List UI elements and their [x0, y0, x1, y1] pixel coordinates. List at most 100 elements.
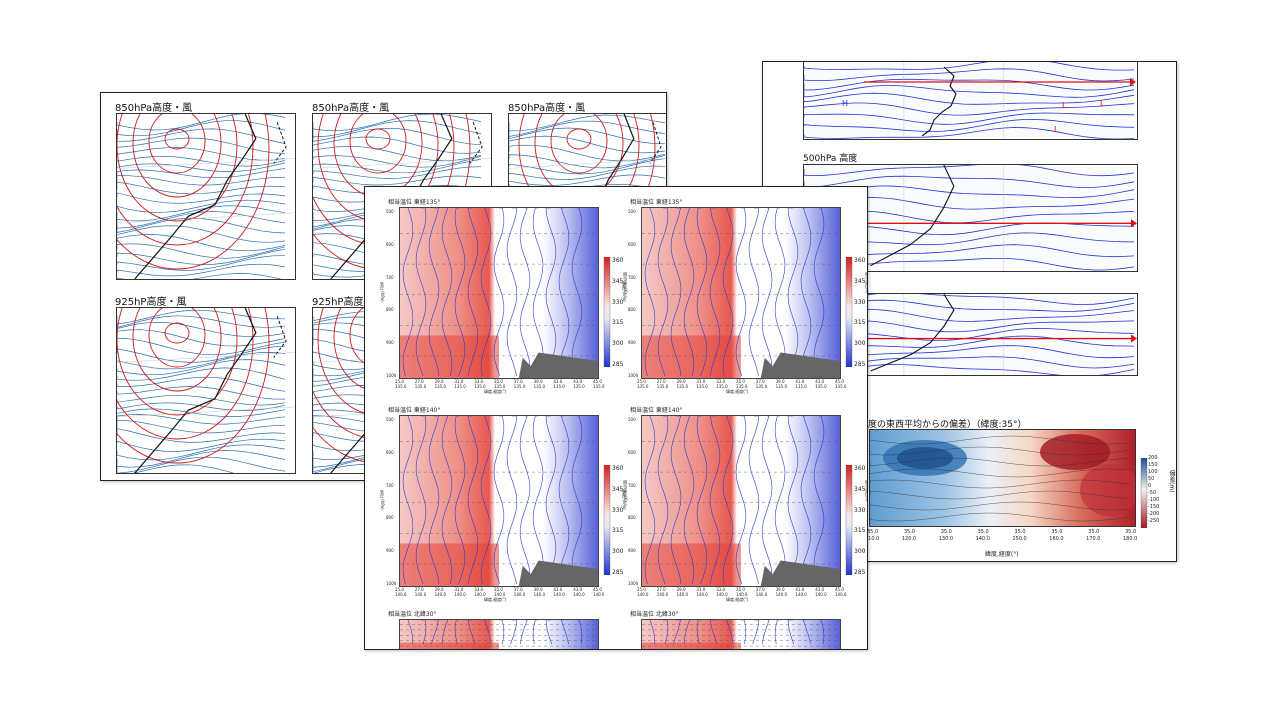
sheet-cross-sections: 相当温位 東経135° 500 600 700 800 900 1000 気圧 (hPa) 25…: [364, 186, 868, 650]
xsec-y-tick: 900: [386, 548, 394, 554]
anomaly-x-tick-lon: 110.0: [865, 536, 880, 542]
xsec-y-tick: 1000: [628, 373, 639, 378]
xsec-title: 相当温位 北緯30°: [630, 611, 679, 618]
xsec-colorbar-tick: 345: [612, 277, 624, 285]
xsec-plot: [399, 207, 599, 379]
xsec-title: 相当温位 東経135°: [630, 199, 683, 206]
xsec-x-tick-lon: 135.0: [474, 384, 486, 389]
xsec-y-tick: 1000: [386, 373, 397, 378]
anomaly-colorbar-tick: -50: [1148, 490, 1157, 496]
xsec-plot: [399, 415, 599, 587]
xsec-colorbar-tick: 285: [612, 361, 624, 368]
xsec-x-tick-lat: 43.0: [573, 587, 583, 592]
xsec-xlabel: 緯度,経度(°): [726, 597, 749, 602]
xsec-y-tick: 600: [386, 449, 394, 455]
xsec-x-tick-lat: 33.0: [716, 379, 726, 384]
anomaly-colorbar: [1140, 458, 1148, 528]
xsec-x-tick-lon: 135.0: [434, 384, 447, 389]
anomaly-x-tick-lat: 35.0: [977, 529, 989, 535]
xsec-x-tick-lon: 140.0: [716, 592, 728, 597]
xsec-x-tick-lon: 135.0: [414, 384, 427, 389]
xsec-colorbar-tick: 345: [612, 485, 624, 493]
xsec-x-tick-lat: 35.0: [736, 379, 745, 384]
xsec-x-tick-lon: 135.0: [395, 384, 407, 389]
xsec-x-tick-lat: 33.0: [474, 587, 484, 592]
anomaly-colorbar-tick: 150: [1148, 462, 1158, 468]
anomaly-xlabel: 緯度,経度(°): [985, 551, 1019, 558]
xsec-x-tick-lat: 27.0: [414, 587, 424, 592]
xsec-ylabel: 気圧 (hPa): [622, 282, 627, 302]
anomaly-x-tick-lat: 35.0: [867, 529, 879, 535]
xsec-title: 相当温位 北緯30°: [388, 611, 437, 618]
xsec-plot: [399, 619, 599, 649]
xsec-x-tick-lat: 29.0: [676, 379, 686, 384]
xsec-colorbar-tick: 300: [612, 340, 624, 348]
xsec-colorbar-tick: 330: [854, 506, 866, 514]
xsec-x-tick-lat: 37.0: [513, 379, 523, 384]
xsec-x-tick-lon: 140.0: [593, 592, 605, 597]
xsec-x-tick-lon: 135.0: [755, 384, 768, 389]
map-label-h: H: [842, 99, 848, 108]
xsec-colorbar-tick: 315: [612, 527, 624, 535]
xsec-x-tick-lat: 35.0: [494, 379, 503, 384]
xsec-colorbar: [845, 257, 853, 367]
anomaly-colorbar-tick: 0: [1148, 483, 1152, 489]
xsec-colorbar-tick: 360: [612, 465, 624, 472]
xsec-ylabel: 気圧 (hPa): [380, 282, 385, 302]
anomaly-x-tick-lat: 35.0: [1014, 529, 1026, 535]
xsec-y-tick: 1000: [386, 581, 397, 586]
xsec-colorbar-tick: 285: [612, 569, 624, 576]
xsec-y-tick: 700: [628, 274, 636, 280]
xsec-x-tick-lon: 140.0: [573, 592, 585, 597]
xsec-x-tick-lon: 135.0: [676, 384, 689, 389]
anomaly-x-tick-lon: 150.0: [1012, 536, 1027, 542]
xsec-x-tick-lat: 39.0: [533, 379, 543, 384]
xsec-x-tick-lat: 41.0: [795, 587, 805, 592]
xsec-x-tick-lat: 43.0: [815, 379, 825, 384]
xsec-title: 相当温位 東経140°: [388, 407, 441, 414]
xsec-xlabel: 緯度,経度(°): [484, 597, 507, 602]
xsec-x-tick-lon: 140.0: [755, 592, 768, 597]
xsec-colorbar-tick: 360: [854, 257, 866, 264]
xsec-x-tick-lon: 140.0: [656, 592, 669, 597]
xsec-x-tick-lat: 41.0: [553, 379, 563, 384]
xsec-x-tick-lon: 135.0: [835, 384, 847, 389]
xsec-x-tick-lat: 31.0: [454, 379, 464, 384]
xsec-y-tick: 500: [386, 417, 394, 422]
xsec-x-tick-lat: 37.0: [755, 379, 765, 384]
anomaly-x-tick-lat: 35.0: [1088, 529, 1100, 535]
xsec-y-tick: 900: [628, 548, 636, 554]
anomaly-colorbar-tick: 100: [1148, 469, 1158, 475]
xsec-y-tick: 600: [628, 449, 636, 455]
anomaly-colorbar-tick: -100: [1148, 497, 1160, 503]
anomaly-x-tick-lon: 120.0: [901, 536, 917, 542]
xsec-x-tick-lat: 41.0: [553, 587, 563, 592]
xsec-x-tick-lat: 25.0: [637, 379, 646, 384]
xsec-plot: [641, 415, 841, 587]
xsec-x-tick-lat: 45.0: [593, 587, 602, 592]
xsec-x-tick-lat: 39.0: [775, 379, 785, 384]
xsec-x-tick-lat: 27.0: [656, 379, 666, 384]
map-height-top-svg: H L L L: [804, 62, 1136, 139]
xsec-plot: [641, 207, 841, 379]
xsec-title: 相当温位 東経140°: [630, 407, 683, 414]
anomaly-x-tick-lon: 130.0: [938, 536, 954, 542]
xsec-colorbar-tick: 285: [854, 569, 866, 576]
anomaly-colorbar-tick: -150: [1148, 504, 1160, 510]
xsec-colorbar: [845, 465, 853, 575]
xsec-x-tick-lon: 140.0: [676, 592, 689, 597]
xsec-x-tick-lon: 135.0: [736, 384, 748, 389]
xsec-y-tick: 800: [386, 515, 394, 521]
xsec-colorbar-label: 相当温位(K): [623, 480, 628, 502]
xsec-x-tick-lat: 39.0: [775, 587, 785, 592]
panel-title-850-2: 850hPa高度・風: [312, 103, 390, 114]
xsec-y-tick: 900: [386, 340, 394, 346]
xsec-x-tick-lat: 29.0: [434, 379, 444, 384]
xsec-x-tick-lon: 140.0: [454, 592, 466, 597]
xsec-xlabel: 緯度,経度(°): [726, 389, 749, 394]
panel-title-925-2: 925hP高度・風: [312, 297, 384, 308]
xsec-colorbar: [603, 465, 611, 575]
xsec-colorbar-tick: 330: [854, 298, 866, 306]
anomaly-x-tick-lon: 170.0: [1086, 536, 1101, 542]
xsec-x-tick-lat: 45.0: [835, 587, 844, 592]
